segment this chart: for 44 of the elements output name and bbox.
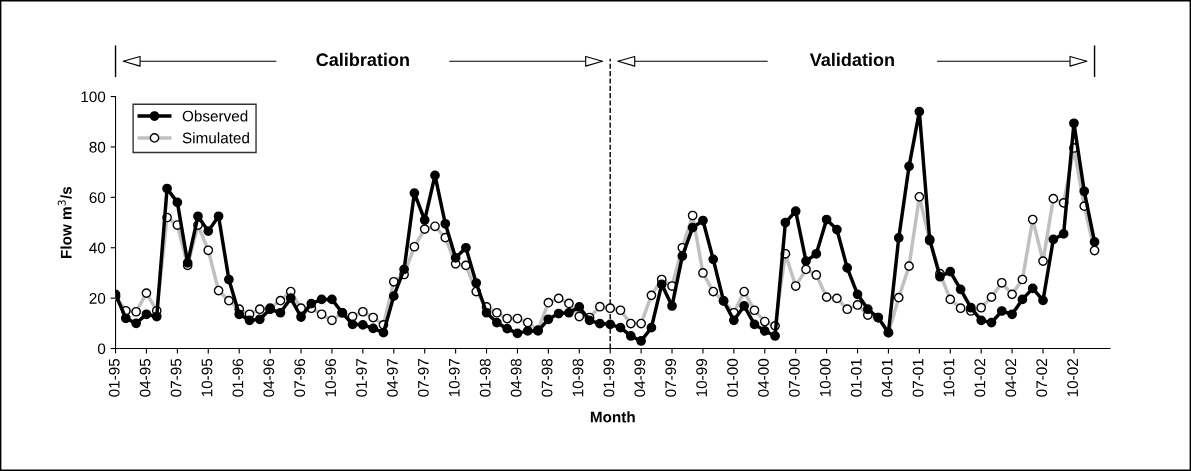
x-tick-label: 10-96 <box>325 358 337 397</box>
x-tick-label: 10-99 <box>696 358 708 397</box>
x-tick-label: 01-01 <box>850 359 862 397</box>
x-tick-label: 01-98 <box>479 358 491 397</box>
x-tick-label: 04-02 <box>1005 359 1017 397</box>
x-tick-label: 04-98 <box>510 358 522 397</box>
x-tick-label: 07-97 <box>417 359 429 397</box>
x-tick-label: 04-00 <box>758 358 769 397</box>
x-tick-label: 07-00 <box>788 358 800 397</box>
x-tick-label: 07-99 <box>665 358 677 397</box>
y-tick-label: 80 <box>89 141 106 153</box>
y-tick-label: 20 <box>89 293 106 304</box>
y-axis-title: Flow m$^{3}$/s <box>57 186 72 258</box>
x-tick-label: 01-99 <box>603 358 615 397</box>
x-tick-label: 10-01 <box>943 359 955 397</box>
legend-label: Observed <box>182 110 248 122</box>
x-tick-label: 01-96 <box>232 358 244 397</box>
text: Validation <box>809 52 894 67</box>
x-tick-label: 07-96 <box>294 358 306 397</box>
x-tick-label: 10-98 <box>572 358 584 397</box>
x-tick-label: 10-02 <box>1067 359 1079 397</box>
x-tick-label: 04-95 <box>139 358 151 397</box>
x-tick-label: 04-99 <box>634 358 646 397</box>
x-tick-label: 07-98 <box>541 358 553 397</box>
x-tick-label: 07-02 <box>1036 359 1048 397</box>
x-axis-title: Month <box>590 411 635 423</box>
legend-label: Simulated <box>182 132 249 144</box>
x-tick-label: 01-00 <box>727 358 738 397</box>
x-tick-label: 07-95 <box>170 358 182 397</box>
x-tick-label: 10-95 <box>201 358 213 397</box>
x-tick-label: 01-95 <box>108 358 120 397</box>
x-tick-label: 04-01 <box>881 359 893 397</box>
y-tick-label: 100 <box>81 91 106 103</box>
x-tick-label: 01-02 <box>974 359 986 397</box>
x-tick-label: 04-96 <box>263 358 275 397</box>
x-tick-label: 10-97 <box>448 359 460 397</box>
text: Calibration <box>316 52 409 67</box>
x-tick-label: 04-97 <box>387 359 398 397</box>
y-tick-label: 0 <box>97 343 106 355</box>
y-tick-label: 40 <box>89 242 106 254</box>
x-tick-label: 01-97 <box>356 359 367 397</box>
y-tick-label: 60 <box>89 192 106 204</box>
x-tick-label: 10-00 <box>819 358 831 397</box>
x-tick-label: 07-01 <box>912 359 924 397</box>
